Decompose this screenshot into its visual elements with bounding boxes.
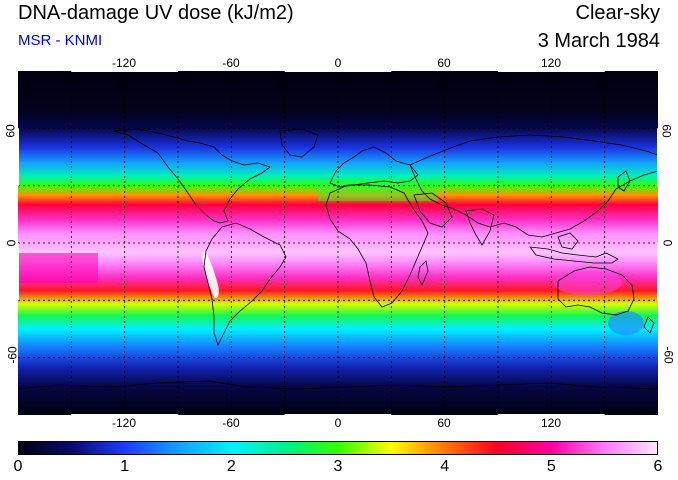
lat-tick-left: 0 — [4, 236, 18, 250]
sky-condition-label: Clear-sky — [575, 2, 660, 24]
colorbar-tick: 2 — [226, 458, 236, 475]
graticule — [18, 71, 658, 415]
coast-south-america — [203, 222, 287, 347]
coast-north-america — [113, 128, 271, 224]
colorbar-tick: 4 — [440, 458, 450, 475]
australia-high-dose-patch — [554, 271, 622, 295]
lat-tick-right: -60 — [660, 346, 676, 364]
coast-greenland — [279, 128, 319, 158]
coast-india — [465, 208, 495, 246]
lat-tick-right-label: 0 — [660, 239, 674, 247]
lon-tick-bottom: 0 — [334, 416, 342, 430]
lon-tick-bottom: -120 — [111, 416, 137, 430]
lon-tick-top: 120 — [540, 56, 562, 70]
coast-arabia — [413, 192, 453, 228]
colorbar — [18, 441, 658, 455]
coast-australia — [557, 266, 635, 316]
colorbar-tick: 1 — [120, 458, 130, 475]
coast-africa — [325, 184, 429, 308]
source-label: MSR - KNMI — [18, 32, 103, 49]
lat-tick-left-label: 0 — [4, 239, 18, 247]
lat-tick-right-label: -60 — [661, 346, 676, 364]
sahara-band-patch — [318, 183, 438, 201]
lon-tick-top: 0 — [334, 56, 342, 70]
lon-tick-top: -60 — [222, 56, 240, 70]
lat-tick-left: 60 — [4, 124, 18, 138]
coast-indonesia — [529, 246, 619, 264]
coast-asia — [409, 134, 658, 238]
lon-tick-bottom: 120 — [540, 416, 562, 430]
pacific-reduced-band — [18, 253, 98, 283]
coast-borneo — [557, 232, 579, 250]
colorbar-tick: 6 — [653, 458, 663, 475]
lat-tick-right: 0 — [660, 236, 674, 250]
lat-tick-left-label: 60 — [3, 124, 18, 138]
map-title: DNA-damage UV dose (kJ/m2) — [18, 2, 294, 24]
colorbar-tick: 5 — [546, 458, 556, 475]
coast-madagascar — [417, 260, 429, 286]
coastlines — [18, 128, 658, 390]
coast-antarctica — [18, 380, 658, 390]
lat-tick-left: -60 — [4, 346, 20, 363]
coast-new-zealand — [643, 316, 655, 334]
uv-dose-map — [18, 71, 658, 415]
colorbar-tick: 3 — [333, 458, 343, 475]
lon-tick-top: -120 — [111, 56, 137, 70]
lon-tick-bottom: 60 — [437, 416, 451, 430]
colorbar-tick: 0 — [13, 458, 23, 475]
tasman-low-dose-patch — [608, 311, 644, 335]
date-label: 3 March 1984 — [537, 30, 660, 52]
lon-tick-bottom: -60 — [222, 416, 240, 430]
lon-tick-top: 60 — [437, 56, 451, 70]
lat-tick-right: 60 — [660, 124, 674, 138]
lat-tick-right-label: 60 — [659, 124, 674, 138]
andes-high-dose-patch — [202, 251, 219, 299]
